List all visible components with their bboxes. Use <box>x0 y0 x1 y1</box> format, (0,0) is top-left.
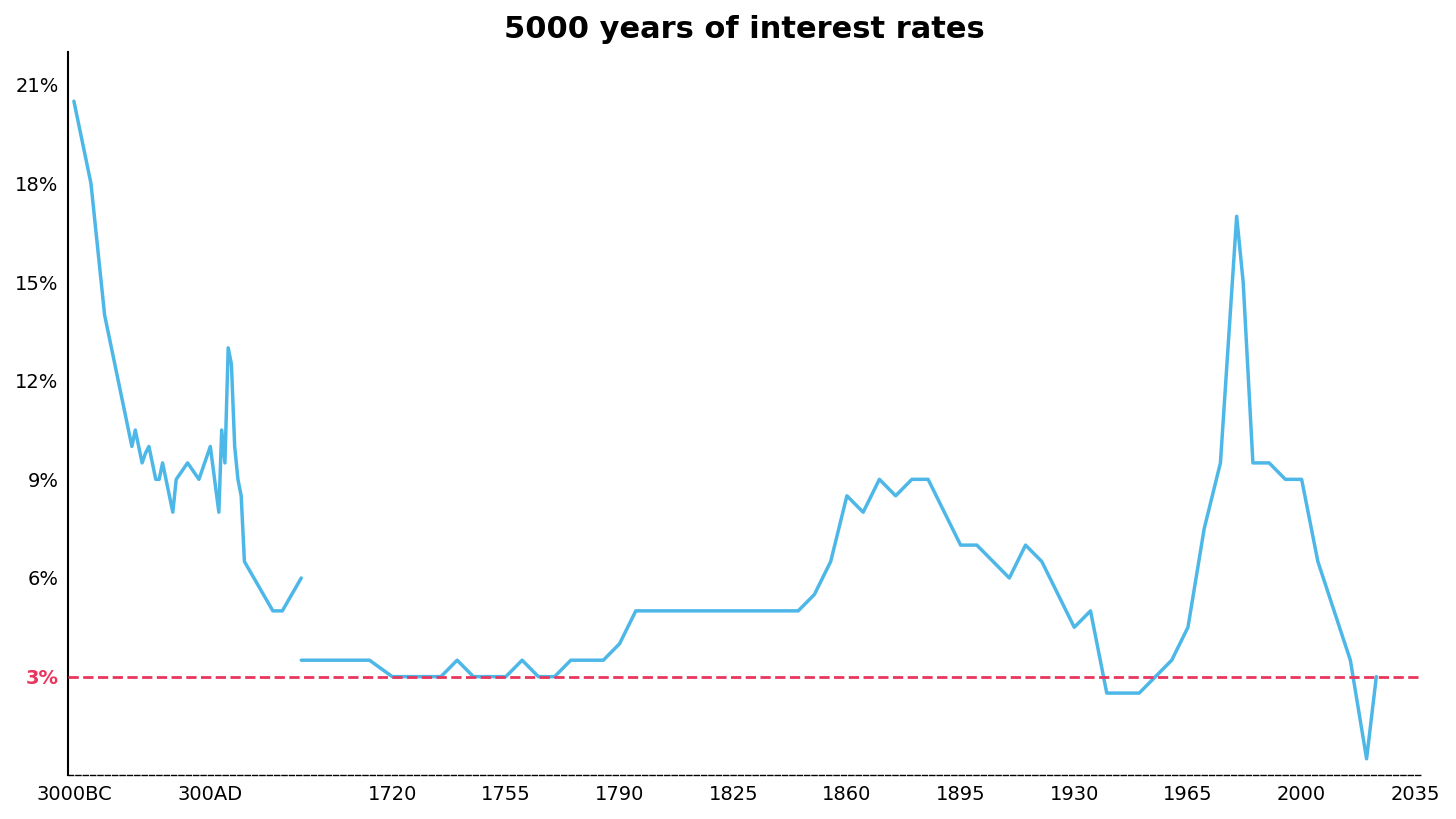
Title: 5000 years of interest rates: 5000 years of interest rates <box>504 15 984 44</box>
